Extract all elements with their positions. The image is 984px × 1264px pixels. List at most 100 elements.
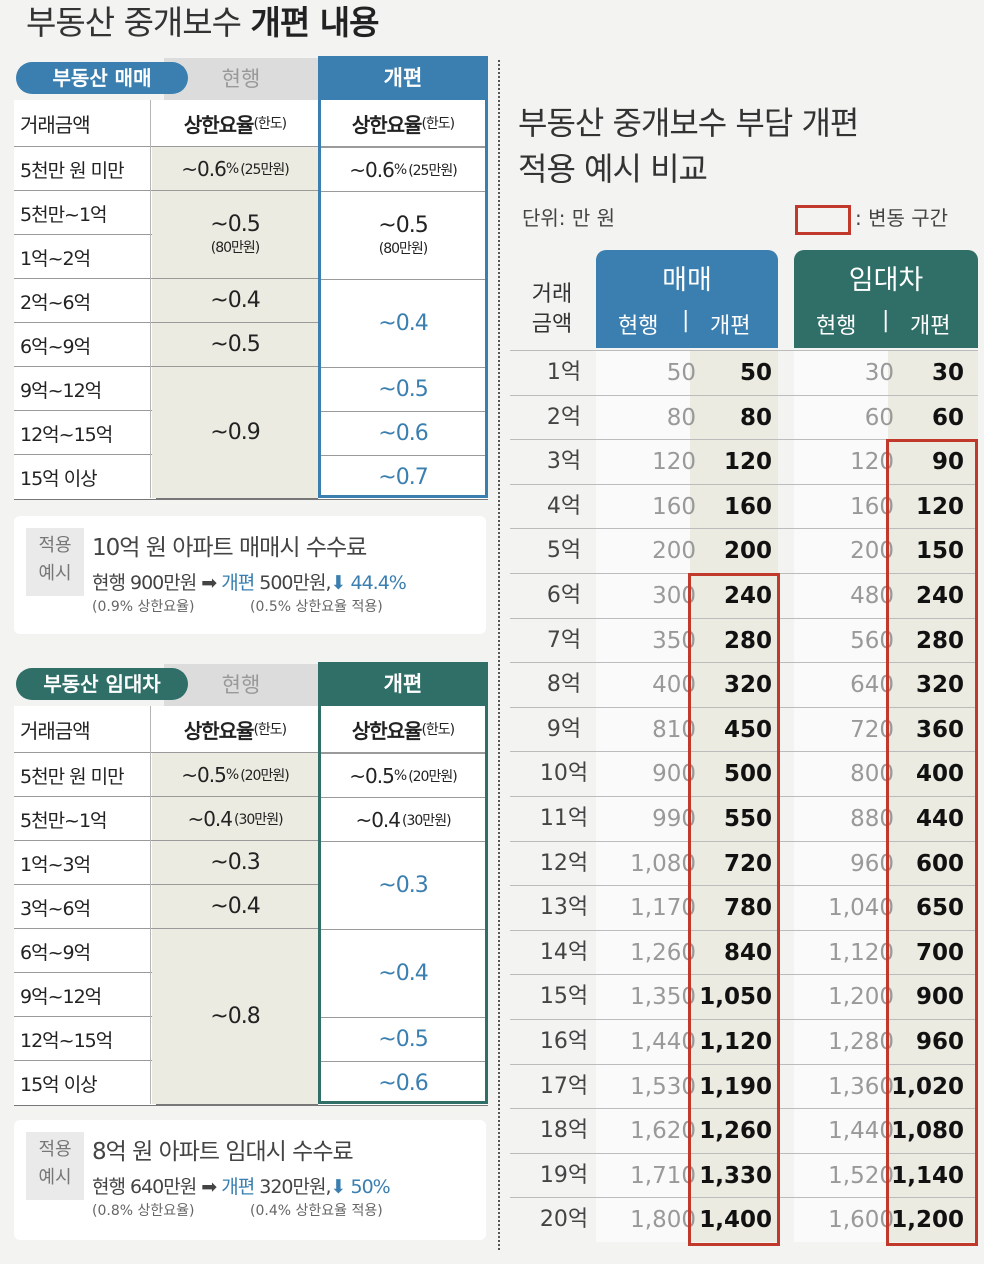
table-row: 5천만~1억 bbox=[14, 190, 488, 235]
sale-current-value: 160 bbox=[652, 493, 696, 520]
rate-value: ~0.5 bbox=[349, 763, 395, 788]
rate-value: ~0.5 bbox=[210, 332, 260, 357]
lease-current-value: 880 bbox=[850, 806, 894, 832]
comparison-row: 18억 1,620 1,260 1,440 1,080 bbox=[510, 1108, 978, 1154]
rate-limit: (25만원) bbox=[240, 161, 289, 178]
sale-new-value: 1,120 bbox=[699, 1029, 772, 1055]
new-rate-cell: ~0.5% (20만원) bbox=[318, 753, 488, 797]
sale-new-header: 개편 bbox=[710, 314, 751, 339]
comparison-row: 2억 80 80 60 60 bbox=[510, 394, 978, 441]
new-rate-cell: ~0.7 bbox=[318, 455, 488, 499]
lease-current-value: 1,440 bbox=[828, 1118, 894, 1145]
amount-header: 거래금액 bbox=[14, 706, 156, 752]
example-current: 현행 640만원 bbox=[92, 1176, 202, 1198]
sale-current-value: 350 bbox=[652, 627, 696, 654]
current-rate-cell: ~0.9 bbox=[152, 367, 318, 498]
percent-sign: % bbox=[225, 766, 239, 783]
lease-new-value: 1,140 bbox=[891, 1162, 964, 1189]
sale-current-value: 50 bbox=[666, 360, 696, 386]
table-row: 6억~9억 bbox=[14, 928, 488, 973]
lease-new-value: 700 bbox=[915, 939, 964, 966]
lease-current-value: 60 bbox=[864, 404, 894, 431]
lease-new-value: 1,080 bbox=[891, 1118, 964, 1145]
lease-current-header: 현행 bbox=[816, 314, 857, 339]
current-rate-cell: ~0.6% (25만원) bbox=[152, 147, 318, 190]
lease-new-value: 240 bbox=[915, 583, 964, 609]
comparison-row: 19억 1,710 1,330 1,520 1,140 bbox=[510, 1152, 978, 1199]
new-rate-cell: ~0.6 bbox=[318, 411, 488, 455]
row-amount: 15억 bbox=[539, 984, 589, 1010]
sale-current-value: 810 bbox=[652, 716, 696, 743]
table-row: 3억~6억 bbox=[14, 884, 488, 929]
sale-new-value: 80 bbox=[739, 404, 772, 431]
amount-cell: 6억~9억 bbox=[14, 323, 156, 367]
row-amount: 17억 bbox=[539, 1073, 589, 1099]
current-rate-header: 상한요율 (한도) bbox=[152, 706, 318, 752]
table-header-row: 거래금액 상한요율 (한도) 상한요율 (한도) bbox=[14, 706, 488, 752]
current-rate-header-text: 상한요율 bbox=[183, 718, 255, 743]
rate-value: ~0.8 bbox=[210, 1004, 260, 1029]
sale-current-value: 1,080 bbox=[630, 850, 696, 877]
comparison-row: 20억 1,800 1,400 1,600 1,200 bbox=[510, 1197, 978, 1243]
sale-changed-range bbox=[688, 573, 780, 1246]
lease-new-value: 320 bbox=[915, 672, 964, 699]
row-amount: 13억 bbox=[539, 895, 589, 921]
new-rate-value: ~0.3 bbox=[378, 873, 428, 898]
current-rate-header-limit: (한도) bbox=[253, 116, 287, 132]
amount-cell: 5천만~1억 bbox=[14, 191, 156, 235]
lease-current-value: 1,120 bbox=[828, 939, 894, 966]
table-row: 5천만 원 미만 bbox=[14, 752, 488, 797]
percent-sign: % bbox=[393, 767, 407, 784]
new-rate-cell: ~0.5 bbox=[318, 1017, 488, 1061]
rate-value: ~0.4 bbox=[210, 288, 260, 313]
lease-new-value: 900 bbox=[915, 984, 964, 1011]
lease-current-value: 200 bbox=[850, 538, 894, 565]
amount-cell: 9억~12억 bbox=[14, 367, 156, 411]
table-row: 6억~9억 bbox=[14, 322, 488, 367]
lease-new-value: 1,200 bbox=[891, 1207, 964, 1234]
column-line bbox=[150, 100, 151, 498]
new-rate-cell: ~0.3 bbox=[318, 841, 488, 929]
lease-new-value: 90 bbox=[931, 449, 964, 476]
row-amount: 8억 bbox=[546, 672, 582, 698]
row-amount: 4억 bbox=[546, 493, 582, 519]
row-amount: 6억 bbox=[546, 583, 582, 608]
amount-cell: 1억~2억 bbox=[14, 235, 156, 279]
comparison-row: 12억 1,080 720 960 600 bbox=[510, 840, 978, 887]
rate-value: ~0.3 bbox=[210, 850, 260, 875]
current-rate-cell: ~0.3 bbox=[152, 841, 318, 884]
lease-current-value: 1,040 bbox=[828, 895, 894, 922]
sale-current-value: 1,710 bbox=[630, 1162, 696, 1189]
row-amount: 20억 bbox=[539, 1207, 589, 1233]
table-row: 9억~12억 bbox=[14, 366, 488, 411]
lease-new-value: 1,020 bbox=[891, 1073, 964, 1100]
lease-current-label: 현행 bbox=[164, 664, 318, 706]
sale-example-box: 적용 예시 10억 원 아파트 매매시 수수료 현행 900만원 ➡ 개편 500만원… bbox=[14, 516, 486, 634]
sale-current-header: 현행 bbox=[618, 314, 659, 339]
amount-header: 거래금액 bbox=[14, 100, 156, 146]
sale-new-value: 450 bbox=[723, 716, 772, 743]
example-sub-new: (0.4% 상한요율 적용) bbox=[250, 1203, 383, 1219]
lease-rate-table: 현행 부동산 임대차 개편 거래금액 상한요율 (한도) 상한요율 (한도) 5천만 원 … bbox=[14, 662, 488, 1106]
example-sub-new: (0.5% 상한요율 적용) bbox=[250, 599, 383, 615]
example-title: 8억 원 아파트 임대시 수수료 bbox=[92, 1139, 354, 1165]
sale-new-value: 720 bbox=[723, 850, 772, 877]
example-line: 현행 640만원 ➡ 개편 320만원,⬇ 50% bbox=[92, 1172, 391, 1199]
row-amount: 16억 bbox=[539, 1029, 589, 1054]
amount-cell: 5천만 원 미만 bbox=[14, 753, 156, 797]
changed-range-swatch bbox=[795, 204, 851, 235]
lease-header-title: 임대차 bbox=[848, 265, 924, 296]
rate-value: ~0.9 bbox=[210, 420, 260, 445]
page-title: 부동산 중개보수 개편 내용 bbox=[26, 3, 379, 42]
row-amount: 9억 bbox=[546, 716, 582, 742]
example-sub-current: (0.8% 상한요율) bbox=[92, 1203, 195, 1219]
lease-current-value: 1,600 bbox=[828, 1207, 894, 1234]
lease-new-value: 150 bbox=[915, 538, 964, 565]
lease-current-value: 120 bbox=[850, 449, 894, 476]
amount-cell: 3억~6억 bbox=[14, 885, 156, 929]
row-amount: 11억 bbox=[539, 806, 589, 831]
table-row: 5천만 원 미만 bbox=[14, 146, 488, 191]
sale-current-value: 1,440 bbox=[630, 1029, 696, 1055]
comparison-row: 4억 160 160 160 120 bbox=[510, 483, 978, 530]
